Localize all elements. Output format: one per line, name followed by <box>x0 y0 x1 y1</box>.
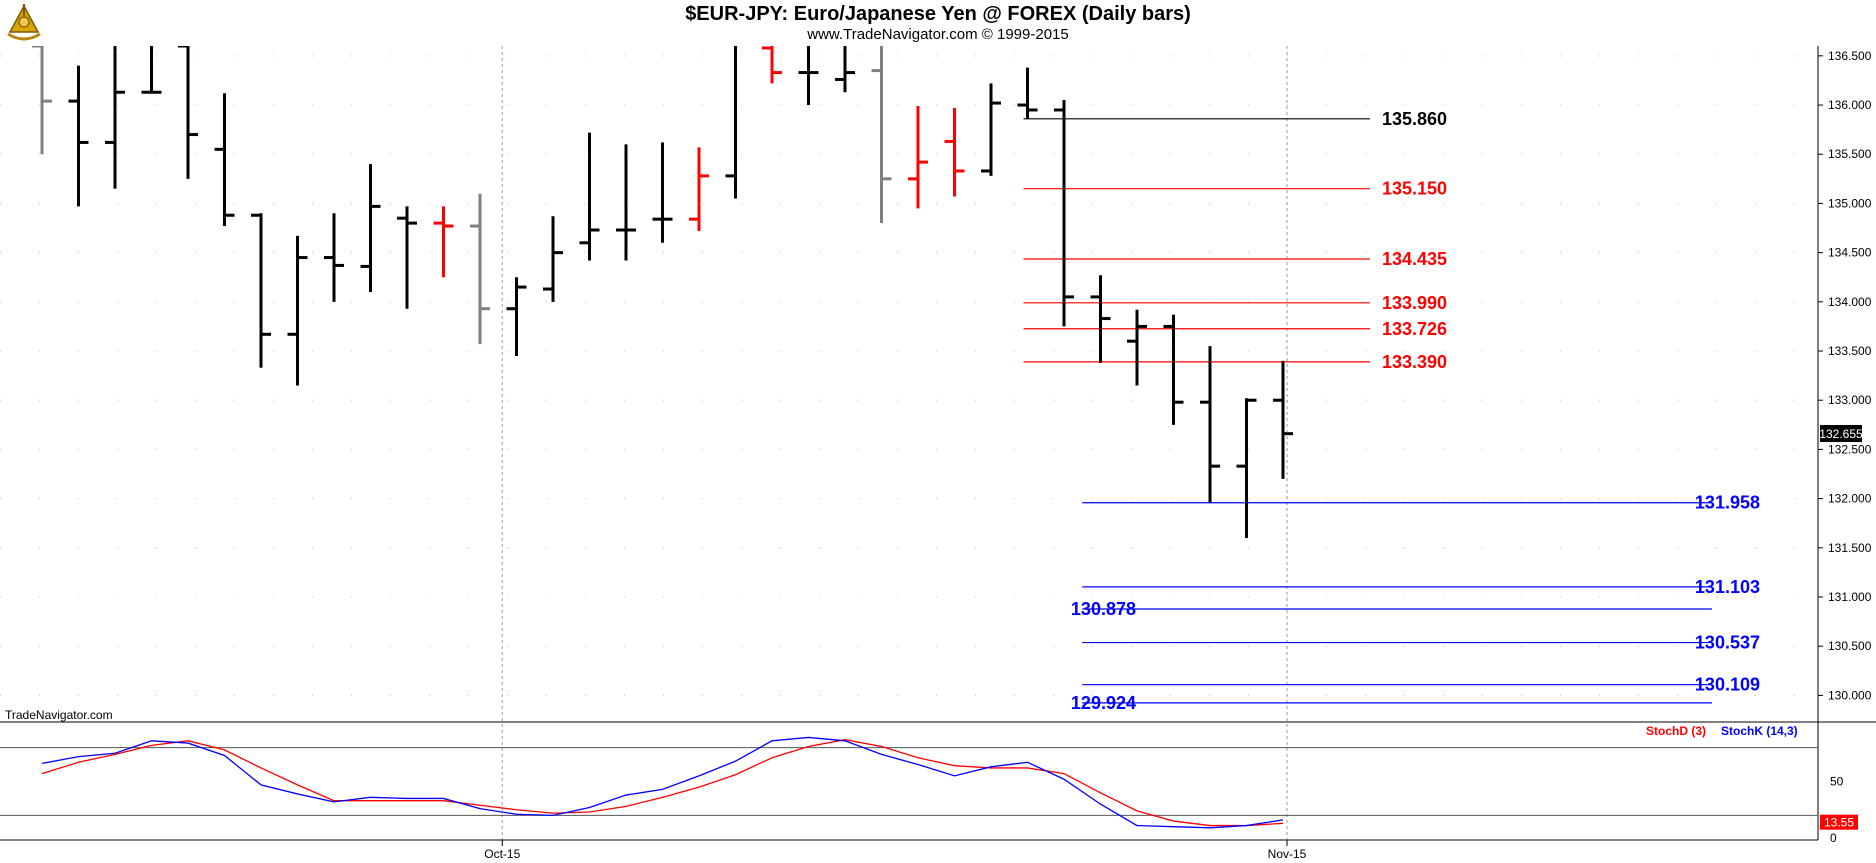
price-axis: 136.500 136.000 135.500 135.000 134.500 134.0… <box>1818 49 1872 702</box>
stoch-last-tag <box>1820 814 1858 830</box>
ohlc-bar <box>762 44 782 84</box>
ohlc-bar <box>1054 100 1074 327</box>
level-label: 131.103 <box>1695 577 1760 597</box>
ohlc-bar <box>251 213 271 368</box>
ohlc-bar <box>506 277 527 356</box>
chart-subtitle: www.TradeNavigator.com © 1999-2015 <box>807 26 1069 43</box>
sextant-logo-icon <box>7 4 41 41</box>
level-lines: 135.860 135.150 134.435 133.990 133.726 133.3… <box>1023 109 1760 713</box>
level-label: 130.878 <box>1071 599 1136 619</box>
ohlc-bar <box>141 41 162 94</box>
ohlc-bar <box>689 147 709 231</box>
ohlc-bar <box>1200 346 1220 503</box>
price-panel <box>0 46 1818 722</box>
stoch-tick-label: 50 <box>1830 775 1844 789</box>
level-label: 130.537 <box>1695 633 1760 653</box>
time-axis: Oct-15 Nov-15 <box>484 840 1307 861</box>
ohlc-bar <box>835 44 855 93</box>
ohlc-bar <box>798 44 819 106</box>
ohlc-bar <box>214 93 235 227</box>
ohlc-bar <box>981 83 1001 176</box>
y-tick-label: 130.000 <box>1828 688 1872 702</box>
ohlc-bar <box>105 41 125 189</box>
ohlc-bar <box>287 235 308 386</box>
last-price-label: 132.655 <box>1819 427 1863 441</box>
stoch-grid: 50 0 <box>0 747 1844 845</box>
level-label: 133.390 <box>1382 352 1447 372</box>
level-label: 129.924 <box>1071 693 1136 713</box>
level-label: 135.860 <box>1382 109 1447 129</box>
stoch-line <box>41 736 1284 829</box>
x-tick-label: Nov-15 <box>1268 847 1307 861</box>
ohlc-bar <box>1236 398 1257 538</box>
ohlc-bar <box>1163 314 1184 425</box>
ohlc-bar <box>543 216 563 302</box>
month-separators <box>501 46 1288 840</box>
ohlc-bar <box>32 44 52 155</box>
stoch-panel: 13.55 <box>41 736 1858 830</box>
ohlc-bar <box>397 206 417 309</box>
y-tick-label: 133.000 <box>1828 393 1872 407</box>
stoch-line <box>41 739 1284 827</box>
y-tick-label: 135.000 <box>1828 196 1872 210</box>
ohlc-bar <box>616 144 636 261</box>
y-tick-label: 132.000 <box>1828 492 1872 506</box>
x-tick-label: Oct-15 <box>484 847 520 861</box>
ohlc-bar <box>1017 67 1038 119</box>
stoch-legend: StochD (3) StochK (14,3) <box>1646 724 1798 738</box>
ohlc-bar <box>178 44 198 179</box>
last-price-tag <box>1820 425 1862 442</box>
ohlc-bar <box>944 107 965 197</box>
level-label: 131.958 <box>1695 493 1760 513</box>
stoch-last-label: 13.55 <box>1824 816 1854 830</box>
y-tick-label: 130.500 <box>1828 639 1872 653</box>
level-label: 134.435 <box>1382 249 1447 269</box>
level-label: 135.150 <box>1382 179 1447 199</box>
level-label: 130.109 <box>1695 675 1760 695</box>
ohlc-bar <box>360 164 381 292</box>
level-label: 133.726 <box>1382 319 1447 339</box>
ohlc-bar <box>1127 309 1147 386</box>
stoch-tick-label: 0 <box>1830 831 1837 845</box>
ohlc-bar <box>579 132 600 261</box>
y-tick-label: 134.500 <box>1828 246 1872 260</box>
level-label: 133.990 <box>1382 293 1447 313</box>
chart-title: $EUR-JPY: Euro/Japanese Yen @ FOREX (Dai… <box>685 3 1191 25</box>
y-tick-label: 134.000 <box>1828 295 1872 309</box>
ohlc-bar <box>470 193 490 345</box>
y-tick-label: 132.500 <box>1828 442 1872 456</box>
y-tick-label: 136.500 <box>1828 49 1872 63</box>
chart-header: $EUR-JPY: Euro/Japanese Yen @ FOREX (Dai… <box>0 0 1876 46</box>
y-tick-label: 136.000 <box>1828 98 1872 112</box>
ohlc-bar <box>1090 275 1111 363</box>
y-tick-label: 131.000 <box>1828 590 1872 604</box>
y-tick-label: 135.500 <box>1828 147 1872 161</box>
ohlc-bar <box>871 44 892 224</box>
y-tick-label: 133.500 <box>1828 344 1872 358</box>
stoch-k-legend: StochK (14,3) <box>1721 724 1798 738</box>
ohlc-bar <box>908 106 928 209</box>
ohlc-bar <box>652 142 673 243</box>
stoch-d-legend: StochD (3) <box>1646 724 1706 738</box>
price-bars <box>32 41 1293 538</box>
y-tick-label: 131.500 <box>1828 541 1872 555</box>
ohlc-bar <box>324 213 344 302</box>
ohlc-bar <box>68 65 89 207</box>
ohlc-bar <box>1273 360 1293 479</box>
watermark: TradeNavigator.com <box>5 708 113 722</box>
ohlc-bar <box>433 206 454 278</box>
